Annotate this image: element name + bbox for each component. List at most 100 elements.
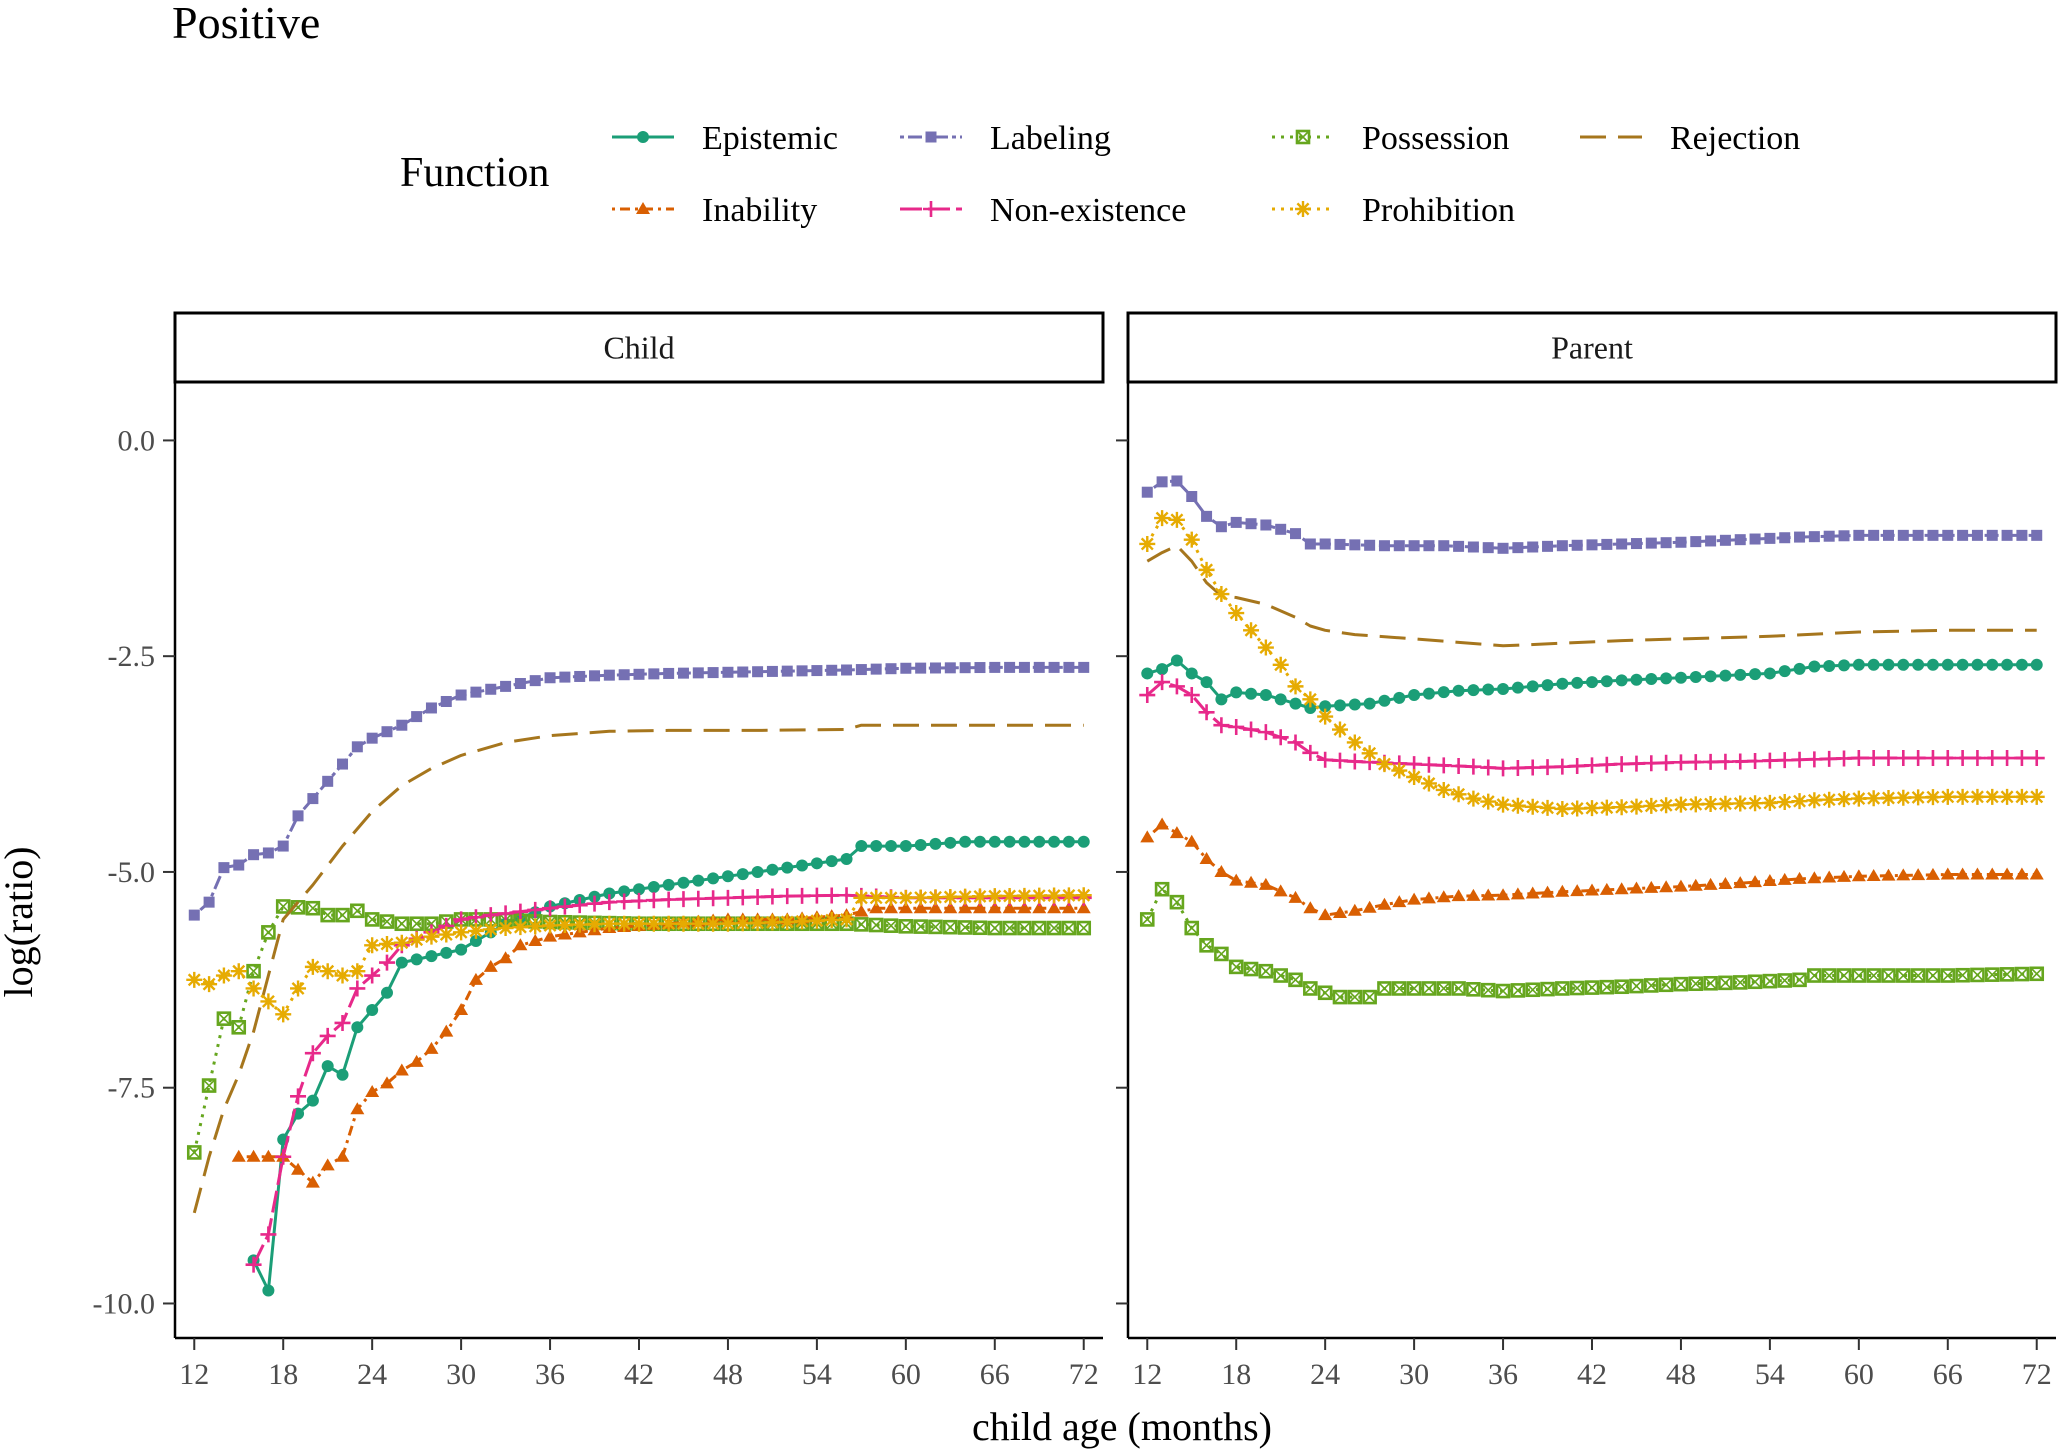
data-point bbox=[1199, 852, 1214, 864]
data-point bbox=[1002, 920, 1017, 936]
data-point bbox=[1792, 871, 1807, 884]
data-point bbox=[796, 859, 809, 872]
x-tick-label: 42 bbox=[1577, 1358, 1607, 1391]
data-point bbox=[1496, 888, 1511, 901]
data-point bbox=[1078, 661, 1090, 673]
data-point bbox=[1689, 671, 1702, 684]
x-tick-label: 30 bbox=[1399, 1358, 1429, 1391]
data-point bbox=[1613, 799, 1630, 816]
data-point bbox=[365, 1085, 380, 1098]
y-tick-label: -5.0 bbox=[108, 856, 156, 889]
data-point bbox=[928, 901, 943, 914]
data-point bbox=[796, 665, 808, 677]
data-point bbox=[1791, 751, 1808, 768]
data-point bbox=[645, 915, 662, 932]
data-point bbox=[1511, 681, 1524, 694]
data-point bbox=[2030, 658, 2043, 671]
data-point bbox=[364, 937, 381, 954]
data-point bbox=[1331, 752, 1348, 769]
data-point bbox=[2029, 867, 2044, 880]
data-point bbox=[395, 956, 408, 969]
data-point bbox=[1747, 753, 1764, 770]
data-point bbox=[378, 936, 395, 953]
data-point bbox=[1615, 674, 1628, 687]
data-point bbox=[1776, 794, 1793, 811]
data-point bbox=[1704, 670, 1717, 683]
strip-label-parent: Parent bbox=[1551, 330, 1633, 366]
data-point bbox=[1717, 795, 1734, 812]
data-point bbox=[261, 1149, 276, 1162]
data-point bbox=[1823, 530, 1835, 542]
data-point bbox=[959, 662, 971, 674]
data-point bbox=[394, 916, 410, 932]
data-point bbox=[423, 928, 440, 945]
data-point bbox=[425, 702, 437, 714]
data-point bbox=[705, 890, 722, 907]
data-point bbox=[2016, 529, 2028, 541]
data-point bbox=[1658, 754, 1675, 771]
data-point bbox=[1200, 676, 1213, 689]
data-point bbox=[1046, 920, 1062, 936]
facet-panels: Child 12 18 24 30 36 42 48 54 60 66 72 0.0 -2.5 -5.0 -7… bbox=[93, 311, 2058, 1391]
data-point bbox=[1881, 868, 1896, 881]
chart-title: Positive bbox=[172, 0, 320, 48]
data-point bbox=[986, 888, 1003, 905]
data-point bbox=[485, 683, 497, 695]
data-point bbox=[334, 1014, 351, 1031]
data-point bbox=[514, 678, 526, 690]
data-point bbox=[1002, 901, 1017, 914]
data-point bbox=[439, 1024, 454, 1037]
data-point bbox=[497, 920, 514, 937]
data-point bbox=[1584, 980, 1600, 995]
data-point bbox=[1986, 658, 1999, 671]
data-point bbox=[350, 1102, 365, 1115]
data-point bbox=[513, 938, 528, 951]
data-point bbox=[364, 967, 381, 984]
data-point bbox=[1347, 903, 1362, 916]
data-point bbox=[216, 1011, 232, 1026]
data-point bbox=[1584, 757, 1600, 774]
data-point bbox=[275, 899, 291, 914]
data-point bbox=[869, 901, 884, 914]
data-point bbox=[1569, 758, 1586, 775]
x-axis-title: child age (months) bbox=[972, 1404, 1272, 1449]
legend-item-non-existence: Non-existence bbox=[900, 192, 1186, 229]
data-point bbox=[1017, 920, 1032, 936]
data-point bbox=[2013, 750, 2030, 767]
data-point bbox=[1063, 661, 1075, 673]
data-point bbox=[811, 665, 823, 677]
data-point bbox=[186, 1145, 202, 1160]
legend: Function Epistemic Labeling Possession Reje… bbox=[400, 120, 1800, 229]
data-point bbox=[245, 980, 262, 997]
data-point bbox=[1808, 660, 1821, 673]
data-point bbox=[1075, 887, 1092, 904]
data-point bbox=[1556, 540, 1568, 552]
data-point bbox=[883, 918, 899, 933]
data-point bbox=[349, 963, 366, 980]
data-point bbox=[319, 1027, 336, 1044]
data-point bbox=[1614, 882, 1629, 895]
data-point bbox=[1435, 757, 1452, 774]
data-point bbox=[927, 889, 944, 906]
data-point bbox=[1556, 677, 1569, 690]
data-point bbox=[1778, 665, 1791, 678]
data-point bbox=[1734, 534, 1746, 546]
data-point bbox=[1672, 754, 1689, 771]
data-point bbox=[1600, 675, 1613, 688]
data-point bbox=[1435, 781, 1452, 798]
data-point bbox=[440, 946, 453, 959]
data-point bbox=[1867, 658, 1880, 671]
data-point bbox=[1319, 538, 1331, 550]
data-point bbox=[304, 958, 321, 975]
data-point bbox=[556, 917, 573, 934]
data-point bbox=[870, 840, 883, 853]
data-point bbox=[1540, 885, 1555, 898]
data-point bbox=[1658, 977, 1674, 993]
data-point bbox=[498, 951, 513, 964]
data-point bbox=[1703, 975, 1718, 991]
data-point bbox=[1599, 882, 1614, 895]
data-point bbox=[1927, 529, 1939, 541]
data-point bbox=[1971, 658, 1984, 671]
data-point bbox=[410, 953, 423, 966]
data-point bbox=[1718, 877, 1733, 890]
